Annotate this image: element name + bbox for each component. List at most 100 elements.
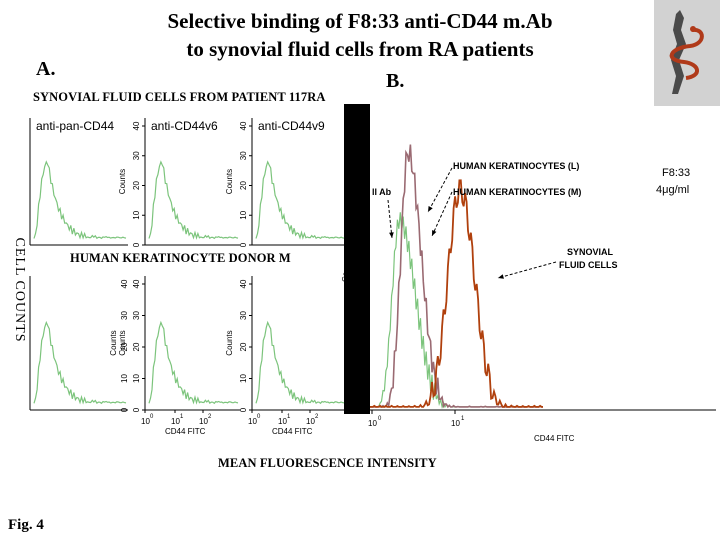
x-tick-base: 10 <box>141 417 150 426</box>
panel-b-x-tick-exponent: 0 <box>378 416 382 422</box>
panel-b-x-tick-base: 10 <box>451 419 460 428</box>
trace-keratinocytes <box>370 144 543 409</box>
panel-title: anti-pan-CD44 <box>36 119 114 133</box>
y-tick-label: 0 <box>239 407 248 412</box>
reagent-concentration: 4μg/ml <box>656 184 689 196</box>
panel-b-y-tick-label: 30 <box>348 180 357 189</box>
y-tick-label: 20 <box>239 181 248 190</box>
x-tick-base: 10 <box>306 417 315 426</box>
small-panel-3: anti-CD44v9 0 10 20 30 40 Counts <box>225 118 346 247</box>
trace-synovial-fluid-cells <box>370 179 543 408</box>
panel-b-y-axis-fragment: Co <box>341 271 350 282</box>
y-tick-label: 10 <box>120 374 129 383</box>
panel-b-y-tick-label: 20 <box>348 255 357 264</box>
x-tick-exponent: 0 <box>257 414 261 420</box>
y-axis-label: Counts <box>225 330 234 355</box>
y-tick-label: 30 <box>132 151 141 160</box>
x-tick-exponent: 2 <box>315 414 319 420</box>
x-tick-base: 10 <box>278 417 287 426</box>
reagent-name: F8:33 <box>662 167 690 179</box>
small-panel-4 <box>29 276 128 411</box>
x-axis-label: CD44 FITC <box>272 427 313 436</box>
arrow-isotype-head <box>389 232 394 238</box>
arrow-keratinocytes-m <box>431 191 453 237</box>
annotation-synovial-2: FLUID CELLS <box>559 260 618 270</box>
figure-title-line1: Selective binding of F8:33 anti-CD44 m.A… <box>167 9 553 33</box>
y-axis-label: Counts <box>225 169 234 194</box>
x-tick-base: 10 <box>199 417 208 426</box>
x-tick-exponent: 1 <box>287 414 291 420</box>
y-axis-label: Counts <box>118 330 127 355</box>
y-tick-label: 0 <box>120 407 129 412</box>
figure-title-line2: to synovial fluid cells from RA patients <box>186 37 534 61</box>
y-tick-label: 20 <box>239 342 248 351</box>
x-tick-base: 10 <box>171 417 180 426</box>
y-tick-label: 40 <box>239 121 248 130</box>
cell-counts-text: CELL COUNTS <box>12 238 27 343</box>
histogram-trace <box>255 160 345 240</box>
histogram-trace <box>148 160 239 240</box>
logo-serpent-head <box>690 26 696 32</box>
row1-heading: SYNOVIAL FLUID CELLS FROM PATIENT 117RA <box>33 90 326 104</box>
y-tick-label: 30 <box>132 311 141 320</box>
y-tick-label: 40 <box>239 279 248 288</box>
left-shared-axis: 0 10 20 30 40 Counts <box>109 279 129 412</box>
small-panel-5: 0 10 20 30 40 Counts <box>118 276 240 412</box>
arrow-keratinocytes-m-head <box>432 230 437 236</box>
y-tick-label: 20 <box>132 342 141 351</box>
logo-serpent <box>669 27 704 80</box>
y-tick-label: 0 <box>239 242 248 247</box>
annotation-keratinocytes-m: HUMAN KERATINOCYTES (M) <box>453 187 581 197</box>
arrow-synovial-head <box>498 274 504 279</box>
trace-isotype-control <box>370 212 543 410</box>
y-tick-label: 40 <box>132 121 141 130</box>
arrow-keratinocytes-l <box>427 167 453 213</box>
histogram-trace <box>255 320 345 405</box>
y-tick-label: 30 <box>239 311 248 320</box>
figure-number: Fig. 4 <box>8 517 44 533</box>
logo-background <box>654 0 720 106</box>
small-panel-2: anti-CD44v6 0 10 20 30 40 Counts <box>118 118 240 247</box>
annotation-keratinocytes-l: HUMAN KERATINOCYTES (L) <box>453 161 579 171</box>
x-tick-exponent: 1 <box>180 414 184 420</box>
annotation-isotype: ll Ab <box>372 187 392 197</box>
x-tick-base: 10 <box>248 417 257 426</box>
x-tick-exponent: 0 <box>150 414 154 420</box>
y-tick-label: 30 <box>120 311 129 320</box>
small-histograms: anti-pan-CD44 anti-CD44v6010203040Countsa… <box>29 118 346 436</box>
y-tick-label: 20 <box>120 342 129 351</box>
panel-b-x-tick-exponent: 1 <box>461 416 465 422</box>
panel-a-label: A. <box>36 58 56 80</box>
x-tick-exponent: 2 <box>208 414 212 420</box>
histogram-trace <box>148 320 239 405</box>
logo-emblem <box>654 0 720 106</box>
small-panel-1: anti-pan-CD44 <box>29 118 128 246</box>
y-tick-label: 0 <box>132 407 141 412</box>
y-tick-label: 0 <box>132 242 141 247</box>
panel-b-y-tick-label: 0 <box>348 407 357 412</box>
arrow-synovial <box>497 261 557 279</box>
row2-heading: HUMAN KERATINOCYTE DONOR M <box>70 251 291 265</box>
panel-title: anti-CD44v9 <box>258 119 325 133</box>
small-panel-6: 0 10 20 30 40 Counts <box>225 276 346 412</box>
panel-b-x-tick-base: 10 <box>368 419 377 428</box>
y-axis-label: Counts <box>118 169 127 194</box>
cell-counts-vertical-label: CELL COUNTS <box>12 238 27 343</box>
x-axis-label: CD44 FITC <box>165 427 206 436</box>
y-tick-label: 10 <box>132 374 141 383</box>
y-tick-label: 40 <box>120 279 129 288</box>
y-tick-label: 30 <box>239 151 248 160</box>
panel-b-y-tick-label: 10 <box>348 330 357 339</box>
histogram-trace <box>33 160 127 240</box>
y-tick-label: 10 <box>239 210 248 219</box>
annotation-synovial-1: SYNOVIAL <box>567 247 614 257</box>
panel-title: anti-CD44v6 <box>151 119 218 133</box>
panel-b-x-axis-label: CD44 FITC <box>534 434 575 443</box>
y-tick-label: 10 <box>132 210 141 219</box>
panel-b-label: B. <box>386 70 405 92</box>
logo-staff <box>671 10 686 94</box>
